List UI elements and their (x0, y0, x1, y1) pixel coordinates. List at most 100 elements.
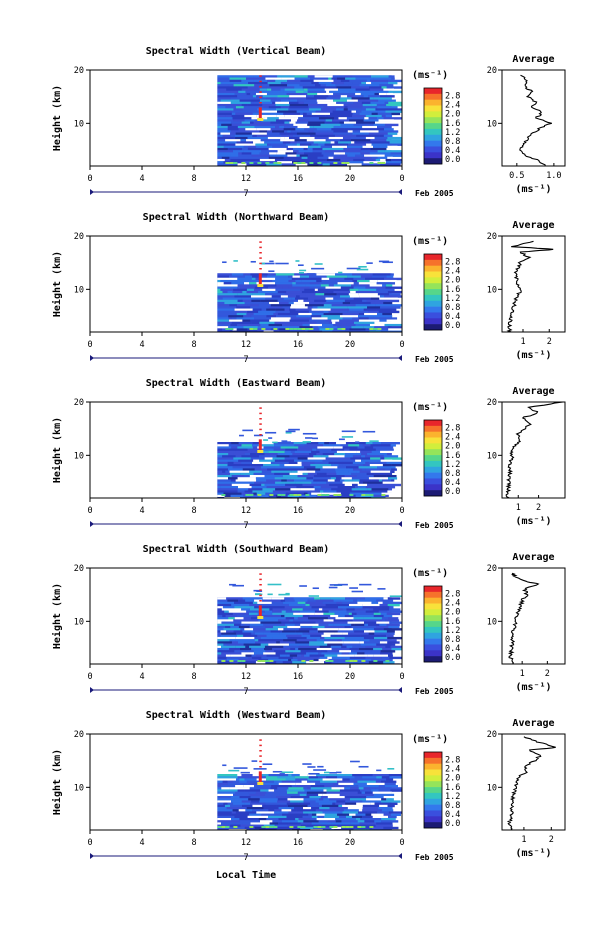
heatmap-cell (240, 139, 247, 142)
heatmap-cell (359, 112, 372, 116)
heatmap-cell (373, 315, 393, 318)
colorbar-tick-label: 2.0 (445, 442, 460, 452)
heatmap-cell (351, 477, 369, 480)
heatmap-cell (248, 110, 259, 113)
heatmap-cell (358, 288, 377, 292)
heatmap-cell (305, 328, 310, 330)
heatmap-cell (322, 793, 340, 797)
heatmap-cell (242, 108, 257, 111)
heatmap-cell (232, 809, 239, 812)
heatmap-cell (249, 793, 265, 797)
heatmap-cell (334, 612, 349, 616)
heatmap-cell (331, 464, 339, 467)
heatmap-cell (379, 623, 387, 627)
heatmap-cell (288, 279, 296, 283)
heatmap-cell (217, 785, 221, 788)
heatmap-cell (287, 791, 298, 794)
heatmap-cell (261, 656, 279, 660)
y-axis-label: Height (km) (51, 583, 63, 649)
heatmap-cell (337, 494, 356, 498)
heatmap-cell (276, 284, 293, 287)
colorbar-segment (424, 431, 442, 438)
heatmap-cell (376, 822, 393, 825)
heatmap-cell (340, 634, 349, 638)
heatmap-cell (256, 492, 266, 495)
heatmap-cell (338, 141, 351, 144)
heatmap-cell (354, 486, 358, 489)
heatmap-cell (274, 477, 291, 480)
heatmap-cell (369, 328, 374, 330)
heatmap-cell (290, 796, 310, 799)
heatmap-cell (331, 661, 352, 664)
heatmap-cell (226, 630, 234, 633)
heatmap-cell (242, 319, 251, 322)
heatmap-cell (321, 826, 326, 828)
heatmap-cell (386, 161, 402, 164)
heatmap-cell (249, 328, 254, 330)
heatmap-cell (249, 623, 264, 627)
heatmap-cell (253, 288, 263, 292)
heatmap-cell (217, 632, 222, 635)
heatmap-cell (340, 95, 348, 98)
heatmap-cell (306, 139, 326, 142)
heatmap-cell (307, 457, 326, 460)
heatmap-cell (217, 811, 232, 814)
heatmap-cell (220, 785, 236, 788)
heatmap-cell (348, 143, 367, 146)
average-x-tick-label: 2 (547, 337, 552, 347)
heatmap-cell (338, 614, 345, 618)
heatmap-cell (267, 134, 282, 138)
heatmap-cell (373, 647, 383, 651)
heatmap-cell (353, 156, 372, 160)
heatmap-cell (379, 84, 390, 87)
heatmap-cell (277, 453, 293, 456)
heatmap-cell (387, 108, 402, 111)
y-tick-label: 10 (74, 119, 84, 129)
heatmap-cell (324, 121, 340, 124)
panel-title: Spectral Width (Westward Beam) (146, 709, 327, 721)
heatmap-cell (363, 625, 377, 629)
heatmap-cell (321, 804, 339, 808)
heatmap-cell (225, 114, 232, 118)
heatmap-cell (265, 660, 270, 662)
heatmap-cell (268, 815, 287, 819)
heatmap-cell (306, 468, 321, 471)
heatmap-cell (382, 481, 402, 484)
heatmap-cell (371, 275, 387, 278)
heatmap-cell (366, 798, 382, 801)
heatmap-cell (314, 597, 321, 600)
heatmap-cell (269, 826, 274, 828)
heatmap-cell (225, 95, 238, 98)
heatmap-cell (261, 275, 267, 278)
colorbar-segment (424, 798, 442, 805)
heatmap-cell (347, 145, 363, 149)
heatmap-cell (363, 621, 377, 624)
heatmap-cell (220, 143, 236, 146)
heatmap-cell (294, 75, 308, 78)
heatmap-cell (388, 101, 402, 105)
colorbar-segment (424, 283, 442, 290)
x-tick-label: 0 (87, 838, 92, 848)
heatmap-cell (283, 90, 296, 94)
colorbar-segment (424, 478, 442, 485)
heatmap-cell (332, 119, 350, 122)
heatmap-cell (231, 123, 253, 127)
heatmap-cell (381, 617, 389, 620)
heatmap-cell (265, 293, 285, 296)
heatmap-cell (217, 90, 239, 94)
heatmap-cell (275, 277, 292, 281)
heatmap-cell (303, 466, 316, 469)
heatmap-cell (360, 330, 370, 332)
heatmap-cell (333, 623, 352, 627)
heatmap-cell (296, 110, 316, 113)
heatmap-cell (252, 809, 269, 812)
heatmap-cell (270, 304, 292, 307)
heatmap-cell (319, 282, 338, 285)
heatmap-cell (231, 813, 250, 816)
heatmap-cell (217, 628, 224, 631)
colorbar-segment (424, 792, 442, 800)
colorbar-segment (424, 816, 442, 823)
heatmap-cell (351, 650, 357, 653)
heatmap-cell (314, 288, 318, 292)
heatmap-cell (231, 282, 245, 285)
